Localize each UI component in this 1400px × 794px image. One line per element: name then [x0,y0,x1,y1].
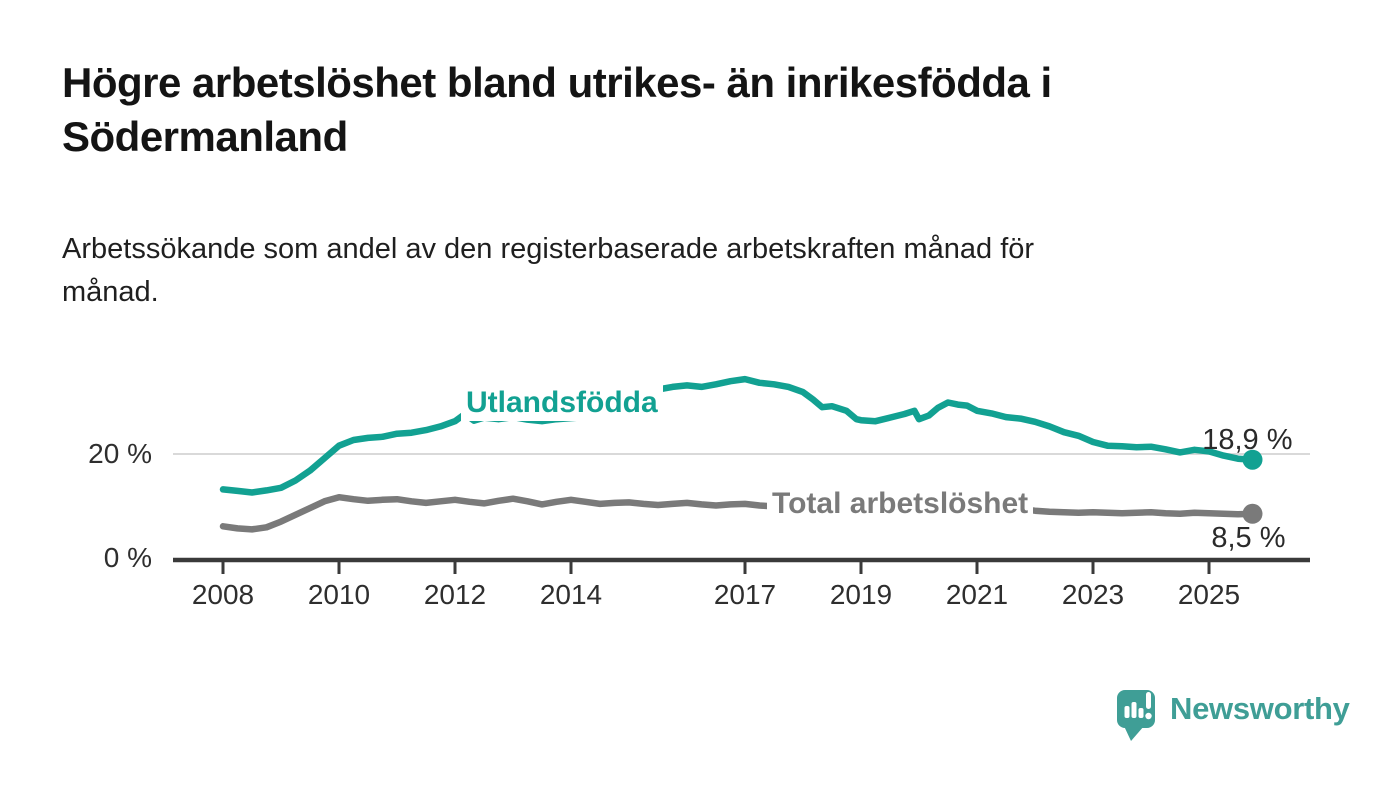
page-title: Högre arbetslöshet bland utrikes- än inr… [62,56,1052,164]
page-subtitle: Arbetssökande som andel av den registerb… [62,228,1034,314]
page-title-line-1: Högre arbetslöshet bland utrikes- än inr… [62,59,1052,106]
newsworthy-logo-icon [1117,690,1155,741]
brand-name: Newsworthy [1170,691,1350,726]
series-line-utlandsf-dda [219,375,1256,496]
series-end-dot [1242,449,1263,470]
series-end-dot [1242,503,1263,524]
plot-area [173,375,1310,574]
page-subtitle-line-2: månad. [62,276,159,308]
page-subtitle-line-1: Arbetssökande som andel av den registerb… [62,233,1035,265]
page-title-line-2: Södermanland [62,113,348,160]
series-line-total-arbetsl-shet [219,493,1256,533]
